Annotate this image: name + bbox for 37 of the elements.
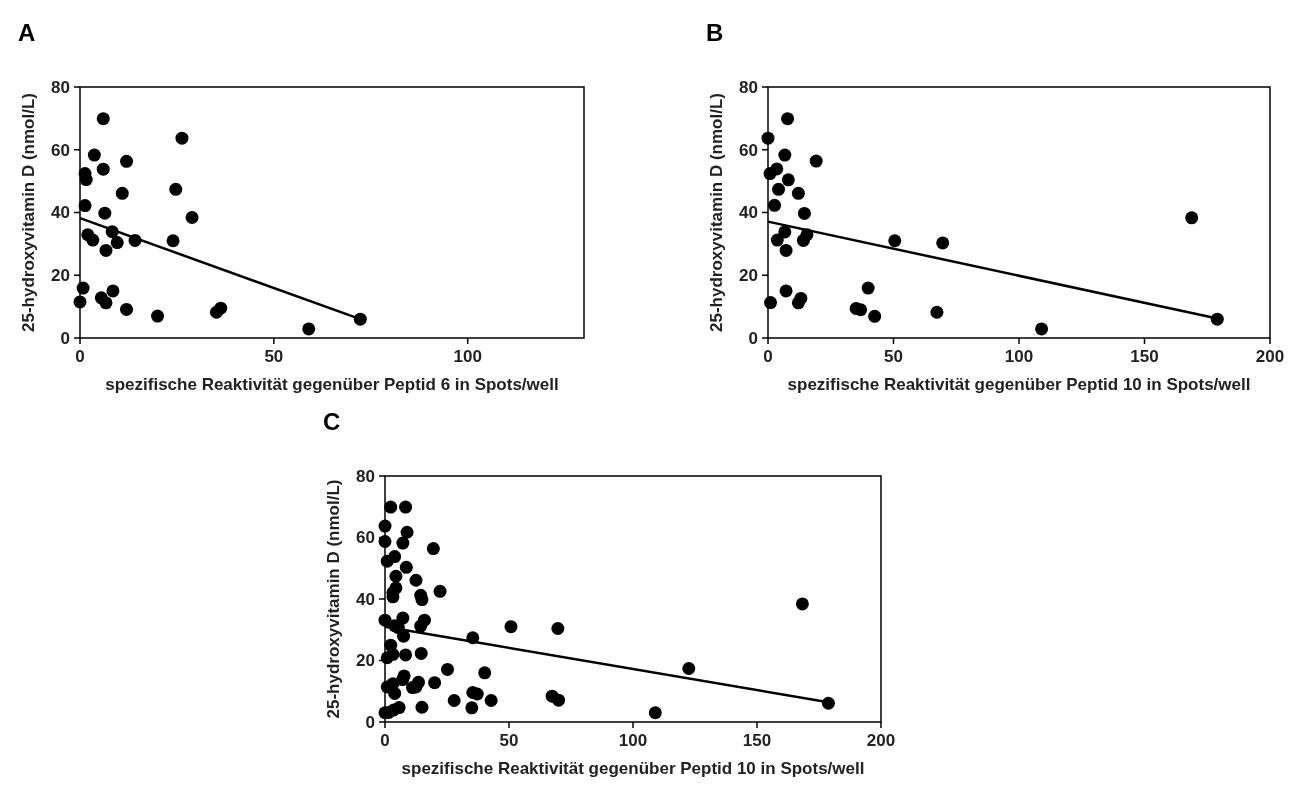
x-tick-label: 100: [453, 347, 482, 366]
y-axis-title: 25-hydroxyvitamin D (nmol/L): [707, 93, 726, 332]
x-tick-label: 150: [1130, 347, 1159, 366]
x-tick-label: 0: [380, 731, 390, 750]
y-tick-label: 80: [51, 77, 70, 97]
x-tick-label: 150: [742, 731, 772, 750]
x-tick-label: 100: [1004, 347, 1034, 366]
x-axis-title: spezifische Reaktivität gegenüber Peptid 6 in Spots/well: [105, 375, 559, 394]
y-tick-label: 20: [51, 266, 70, 286]
y-tick-label: 60: [51, 140, 70, 160]
y-tick-label: 0: [60, 328, 70, 348]
y-tick-label: 80: [739, 77, 758, 97]
y-tick-label: 80: [356, 466, 375, 486]
x-axis-title: spezifische Reaktivität gegenüber Peptid 10 in Spots/well: [787, 375, 1251, 394]
y-tick-label: 0: [365, 712, 375, 732]
chart-title: B: [706, 19, 724, 46]
y-axis-title: 25-hydroxyvitamin D (nmol/L): [19, 93, 38, 332]
y-tick-label: 40: [356, 589, 375, 609]
x-tick-label: 0: [75, 347, 85, 366]
y-axis-title: 25-hydroxyvitamin D (nmol/L): [324, 479, 343, 719]
x-tick-label: 100: [618, 731, 648, 750]
chart-title: C: [323, 408, 341, 435]
y-tick-label: 40: [739, 203, 758, 223]
x-tick-label: 0: [763, 347, 773, 366]
y-tick-label: 40: [51, 203, 70, 223]
x-tick-label: 200: [1255, 347, 1285, 366]
y-tick-label: 20: [356, 651, 375, 671]
y-tick-label: 60: [739, 140, 758, 160]
x-tick-label: 50: [499, 731, 519, 750]
x-tick-label: 50: [884, 347, 903, 366]
y-tick-label: 20: [739, 266, 758, 286]
y-tick-label: 60: [356, 528, 375, 548]
y-tick-label: 0: [748, 328, 758, 348]
x-tick-label: 200: [866, 731, 896, 750]
x-tick-label: 50: [264, 347, 284, 366]
chart-title: A: [18, 19, 36, 46]
x-axis-title: spezifische Reaktivität gegenüber Peptid 10 in Spots/well: [401, 759, 865, 778]
